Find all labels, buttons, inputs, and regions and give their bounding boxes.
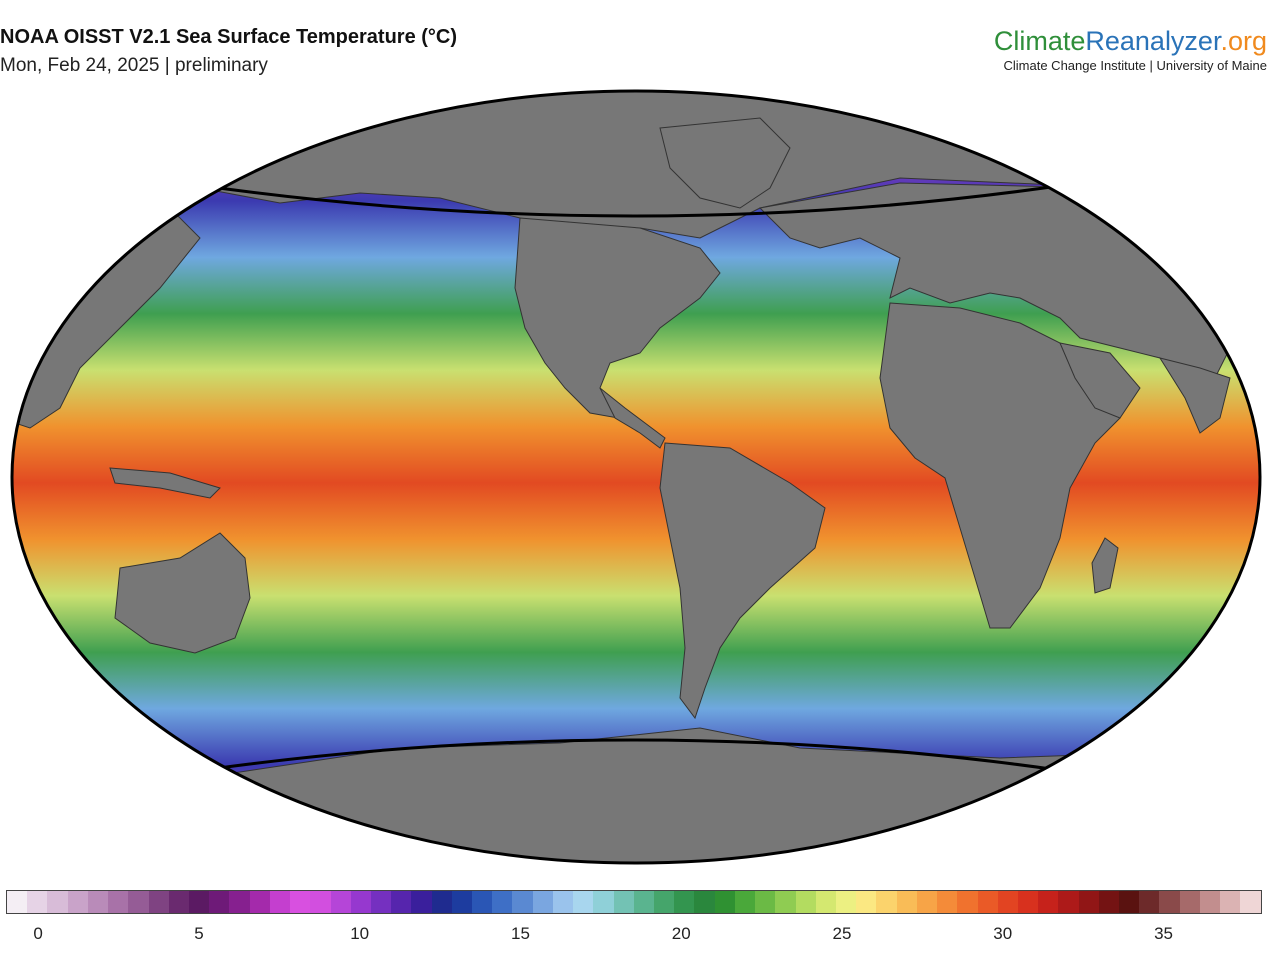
brand-name-part1: Climate (993, 26, 1086, 56)
colorbar-swatch (27, 891, 48, 913)
colorbar-swatch (613, 891, 634, 913)
northern-latitude-line (189, 182, 1073, 218)
colorbar-swatch (694, 891, 715, 913)
colorbar-swatch (775, 891, 796, 913)
colorbar-swatch (148, 891, 169, 913)
sst-world-map (10, 89, 1262, 865)
arabian-peninsula-landmass (1059, 342, 1141, 419)
map-subtitle: Mon, Feb 24, 2025 | preliminary (0, 55, 268, 76)
map-frame (10, 89, 1262, 865)
colorbar-swatch (1199, 891, 1221, 913)
colorbar-swatch (1038, 891, 1059, 913)
colorbar-swatch (350, 891, 371, 913)
colorbar-swatch (7, 891, 28, 913)
colorbar-swatch (734, 891, 756, 913)
map-title: NOAA OISST V2.1 Sea Surface Temperature … (0, 26, 458, 48)
central-america-landmass (599, 387, 666, 449)
colorbar-swatch (451, 891, 473, 913)
colorbar-swatch (997, 891, 1018, 913)
north-america-landmass (514, 217, 721, 419)
colorbar-swatch (431, 891, 452, 913)
brand-tagline: Climate Change Institute | University of… (1003, 58, 1268, 73)
colorbar-swatch (1139, 891, 1160, 913)
colorbar-swatch (290, 891, 311, 913)
colorbar-swatch (87, 891, 109, 913)
colorbar-tick-label: 35 (1154, 924, 1173, 943)
colorbar-swatch (512, 891, 533, 913)
colorbar-swatch (795, 891, 816, 913)
colorbar-tick-label: 0 (33, 924, 43, 943)
south-asia-landmass (1158, 357, 1231, 434)
colorbar-swatch (573, 891, 594, 913)
colorbar-swatch (1240, 891, 1261, 913)
colorbar-swatch (108, 891, 129, 913)
colorbar-swatch (1017, 891, 1039, 913)
colorbar-swatch (674, 891, 695, 913)
colorbar-tick-label: 10 (350, 924, 370, 943)
colorbar-swatch (269, 891, 291, 913)
colorbar-swatch (532, 891, 553, 913)
australia-landmass (114, 532, 251, 654)
colorbar-swatch (856, 891, 877, 913)
colorbar-swatch (552, 891, 574, 913)
colorbar-swatch (47, 891, 68, 913)
colorbar-swatch (1220, 891, 1241, 913)
brand-name: ClimateReanalyzer.org (994, 26, 1267, 56)
colorbar-swatch (229, 891, 250, 913)
colorbar-swatch (209, 891, 230, 913)
temperature-colorbar (6, 890, 1262, 914)
colorbar-swatch (330, 891, 351, 913)
brand-logo[interactable]: ClimateReanalyzer.org Climate Change Ins… (994, 26, 1267, 73)
colorbar-swatch (835, 891, 857, 913)
colorbar-swatch (492, 891, 513, 913)
colorbar-swatch (755, 891, 776, 913)
madagascar-landmass (1091, 537, 1119, 594)
south-america-landmass (659, 442, 826, 720)
colorbar-swatch (957, 891, 978, 913)
colorbar-swatch (370, 891, 392, 913)
antarctica-landmass (12, 727, 1260, 863)
brand-name-part3: .org (1220, 26, 1267, 56)
colorbar-tick-label: 20 (671, 924, 691, 943)
colorbar-swatch (714, 891, 735, 913)
colorbar-swatch (633, 891, 654, 913)
maritime-continent-landmass (109, 467, 221, 499)
colorbar-swatch (896, 891, 917, 913)
colorbar-tick-label: 30 (993, 924, 1013, 943)
colorbar-swatch (916, 891, 938, 913)
colorbar-tick-label: 15 (510, 924, 530, 943)
southern-latitude-line (189, 738, 1073, 774)
colorbar-swatch (1119, 891, 1140, 913)
brand-name-part2: Reanalyzer (1085, 26, 1221, 56)
colorbar-swatch (168, 891, 189, 913)
colorbar-swatch (391, 891, 412, 913)
colorbar-swatch (411, 891, 432, 913)
colorbar-swatch (876, 891, 897, 913)
colorbar-swatch (937, 891, 958, 913)
colorbar-tick-label: 25 (832, 924, 852, 943)
colorbar-swatch (249, 891, 270, 913)
colorbar-ticks: 0 5 10 15 20 25 30 35 (6, 924, 1260, 948)
colorbar-swatch (815, 891, 836, 913)
colorbar-swatch (1098, 891, 1120, 913)
colorbar-swatch (1078, 891, 1099, 913)
colorbar-swatch (188, 891, 210, 913)
colorbar-swatch (654, 891, 675, 913)
colorbar-swatch (1179, 891, 1200, 913)
colorbar-swatch (67, 891, 88, 913)
colorbar-tick-label: 5 (194, 924, 204, 943)
colorbar-swatch (128, 891, 149, 913)
colorbar-swatch (977, 891, 998, 913)
colorbar-swatch (593, 891, 614, 913)
greenland-landmass (659, 117, 791, 209)
colorbar-swatch (310, 891, 331, 913)
colorbar-swatch (472, 891, 493, 913)
colorbar-swatch (1058, 891, 1079, 913)
colorbar-swatch (1159, 891, 1180, 913)
